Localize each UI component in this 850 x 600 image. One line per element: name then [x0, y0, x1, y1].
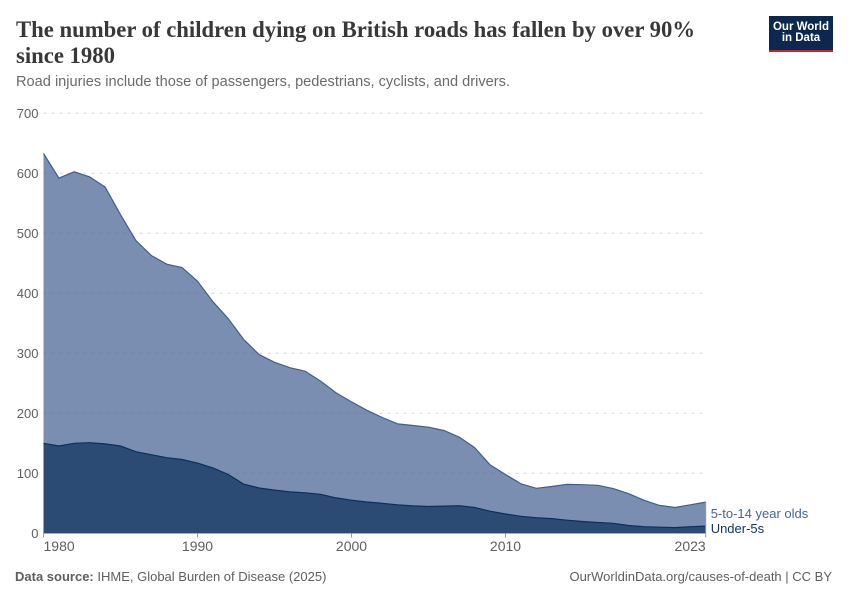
svg-text:1990: 1990 [182, 538, 213, 554]
svg-text:400: 400 [17, 286, 39, 301]
svg-text:5-to-14 year olds: 5-to-14 year olds [711, 506, 809, 521]
svg-text:700: 700 [17, 106, 39, 121]
svg-text:1980: 1980 [44, 538, 75, 554]
svg-text:2000: 2000 [336, 538, 367, 554]
svg-text:500: 500 [17, 226, 39, 241]
svg-text:2023: 2023 [675, 538, 706, 554]
svg-text:0: 0 [31, 526, 38, 541]
svg-text:600: 600 [17, 166, 39, 181]
svg-text:2010: 2010 [490, 538, 521, 554]
svg-text:300: 300 [17, 346, 39, 361]
svg-text:200: 200 [17, 406, 39, 421]
svg-text:100: 100 [17, 466, 39, 481]
svg-text:Under-5s: Under-5s [711, 521, 765, 536]
